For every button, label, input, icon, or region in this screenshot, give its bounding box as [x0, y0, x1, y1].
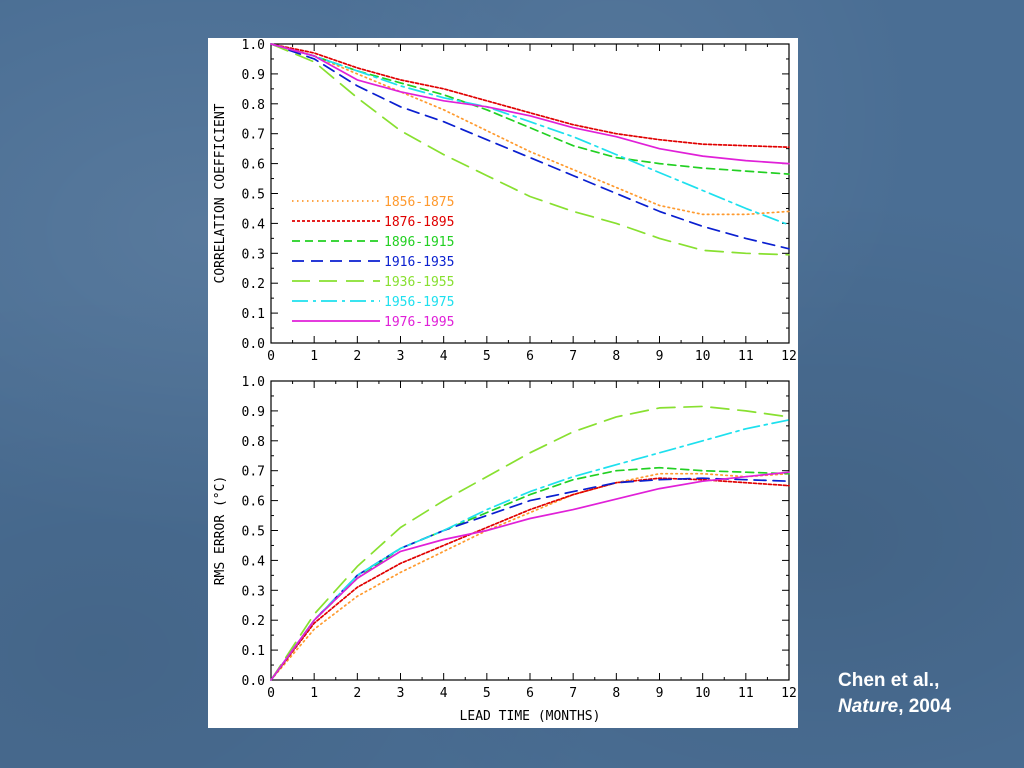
y-tick-label: 1.0	[242, 38, 265, 53]
legend-label-1856-1875: 1856-1875	[384, 195, 454, 210]
x-tick-label: 1	[310, 686, 318, 701]
x-tick-label: 0	[267, 686, 275, 701]
x-tick-label: 10	[695, 686, 711, 701]
citation: Chen et al., Nature, 2004	[838, 668, 951, 720]
y-tick-label: 0.6	[242, 158, 265, 173]
x-tick-label: 10	[695, 349, 711, 364]
x-tick-label: 3	[397, 349, 405, 364]
series-line-1916-1935	[270, 43, 790, 250]
x-tick-label: 11	[738, 686, 754, 701]
legend-label-1876-1895: 1876-1895	[384, 215, 454, 230]
x-tick-label: 2	[353, 686, 361, 701]
y-tick-label: 0.0	[242, 337, 265, 352]
legend-label-1956-1975: 1956-1975	[384, 295, 454, 310]
series-line-1896-1915	[270, 43, 790, 175]
x-tick-label: 0	[267, 349, 275, 364]
legend-label-1896-1915: 1896-1915	[384, 235, 454, 250]
x-tick-label: 2	[353, 349, 361, 364]
series-line-1956-1975	[270, 43, 790, 226]
legend-label-1976-1995: 1976-1995	[384, 315, 454, 330]
x-tick-label: 9	[656, 686, 664, 701]
x-tick-label: 11	[738, 349, 754, 364]
y-tick-label: 0.5	[242, 525, 265, 540]
y-tick-label: 0.7	[242, 465, 265, 480]
citation-authors: Chen et al.,	[838, 670, 940, 691]
y-tick-label: 0.6	[242, 495, 265, 510]
y-tick-label: 0.8	[242, 435, 265, 450]
plot-frame	[270, 380, 790, 681]
series-line-1976-1995	[270, 43, 790, 165]
citation-year: , 2004	[898, 696, 952, 717]
figure-panel: 0.0 0.1 0.2 0.3 0.4 0.5 0.6 0.7 0.8 0.9 1.0 0 1 2 3 4 5 6…	[208, 38, 798, 728]
x-axis-label: LEAD TIME (MONTHS)	[460, 709, 601, 724]
y-tick-label: 0.0	[242, 674, 265, 689]
chart-2: 0.00.10.20.30.40.50.60.70.80.91.00 1 2 3 4 5 6…	[213, 375, 797, 724]
charts-svg: 0.00.10.20.30.40.50.60.70.80.91.00 1 2 3 4 5 6…	[213, 38, 797, 724]
series-line-1876-1895	[270, 477, 790, 681]
y-tick-label: 0.8	[242, 98, 265, 113]
x-tick-label: 6	[526, 349, 534, 364]
citation-journal: Nature	[838, 696, 899, 717]
y-tick-label: 0.1	[242, 307, 265, 322]
y-tick-label: 0.4	[242, 217, 266, 232]
x-tick-label: 5	[483, 686, 491, 701]
y-tick-label: 0.1	[242, 644, 265, 659]
y-tick-label: 0.9	[242, 405, 265, 420]
x-tick-label: 7	[569, 686, 577, 701]
x-tick-label: 12	[781, 686, 797, 701]
y-tick-label: 0.7	[242, 128, 265, 143]
y-tick-label: 0.9	[242, 68, 265, 83]
chart-1: 0.00.10.20.30.40.50.60.70.80.91.00 1 2 3 4 5 6…	[213, 38, 797, 364]
series-line-1936-1955	[270, 43, 790, 256]
series-line-1916-1935	[270, 477, 790, 681]
legend-label-1916-1935: 1916-1935	[384, 255, 454, 270]
y-tick-label: 0.2	[242, 614, 265, 629]
y-tick-label: 0.3	[242, 584, 265, 599]
y-tick-label: 1.0	[242, 375, 265, 390]
y-tick-label: 0.2	[242, 277, 265, 292]
y-tick-label: 0.3	[242, 247, 265, 262]
series-line-1976-1995	[270, 471, 790, 681]
y-axis-label: CORRELATION COEFFICIENT	[213, 103, 228, 283]
x-tick-label: 7	[569, 349, 577, 364]
x-tick-label: 3	[397, 686, 405, 701]
series-line-1896-1915	[270, 466, 790, 681]
series-line-1956-1975	[270, 419, 790, 681]
y-axis-label: RMS ERROR (°C)	[213, 476, 228, 586]
x-tick-label: 1	[310, 349, 318, 364]
y-tick-label: 0.4	[242, 554, 266, 569]
x-tick-label: 8	[612, 349, 620, 364]
series-line-1876-1895	[270, 43, 790, 149]
y-tick-label: 0.5	[242, 188, 265, 203]
legend-label-1936-1955: 1936-1955	[384, 275, 454, 290]
x-tick-label: 5	[483, 349, 491, 364]
citation-source: Nature, 2004	[838, 694, 951, 720]
series-line-1936-1955	[270, 405, 790, 681]
x-tick-label: 4	[440, 349, 448, 364]
series-line-1856-1875	[270, 43, 790, 216]
x-tick-label: 8	[612, 686, 620, 701]
x-tick-label: 6	[526, 686, 534, 701]
x-tick-label: 12	[781, 349, 797, 364]
x-tick-label: 9	[656, 349, 664, 364]
x-tick-label: 4	[440, 686, 448, 701]
series-line-1856-1875	[270, 472, 790, 681]
